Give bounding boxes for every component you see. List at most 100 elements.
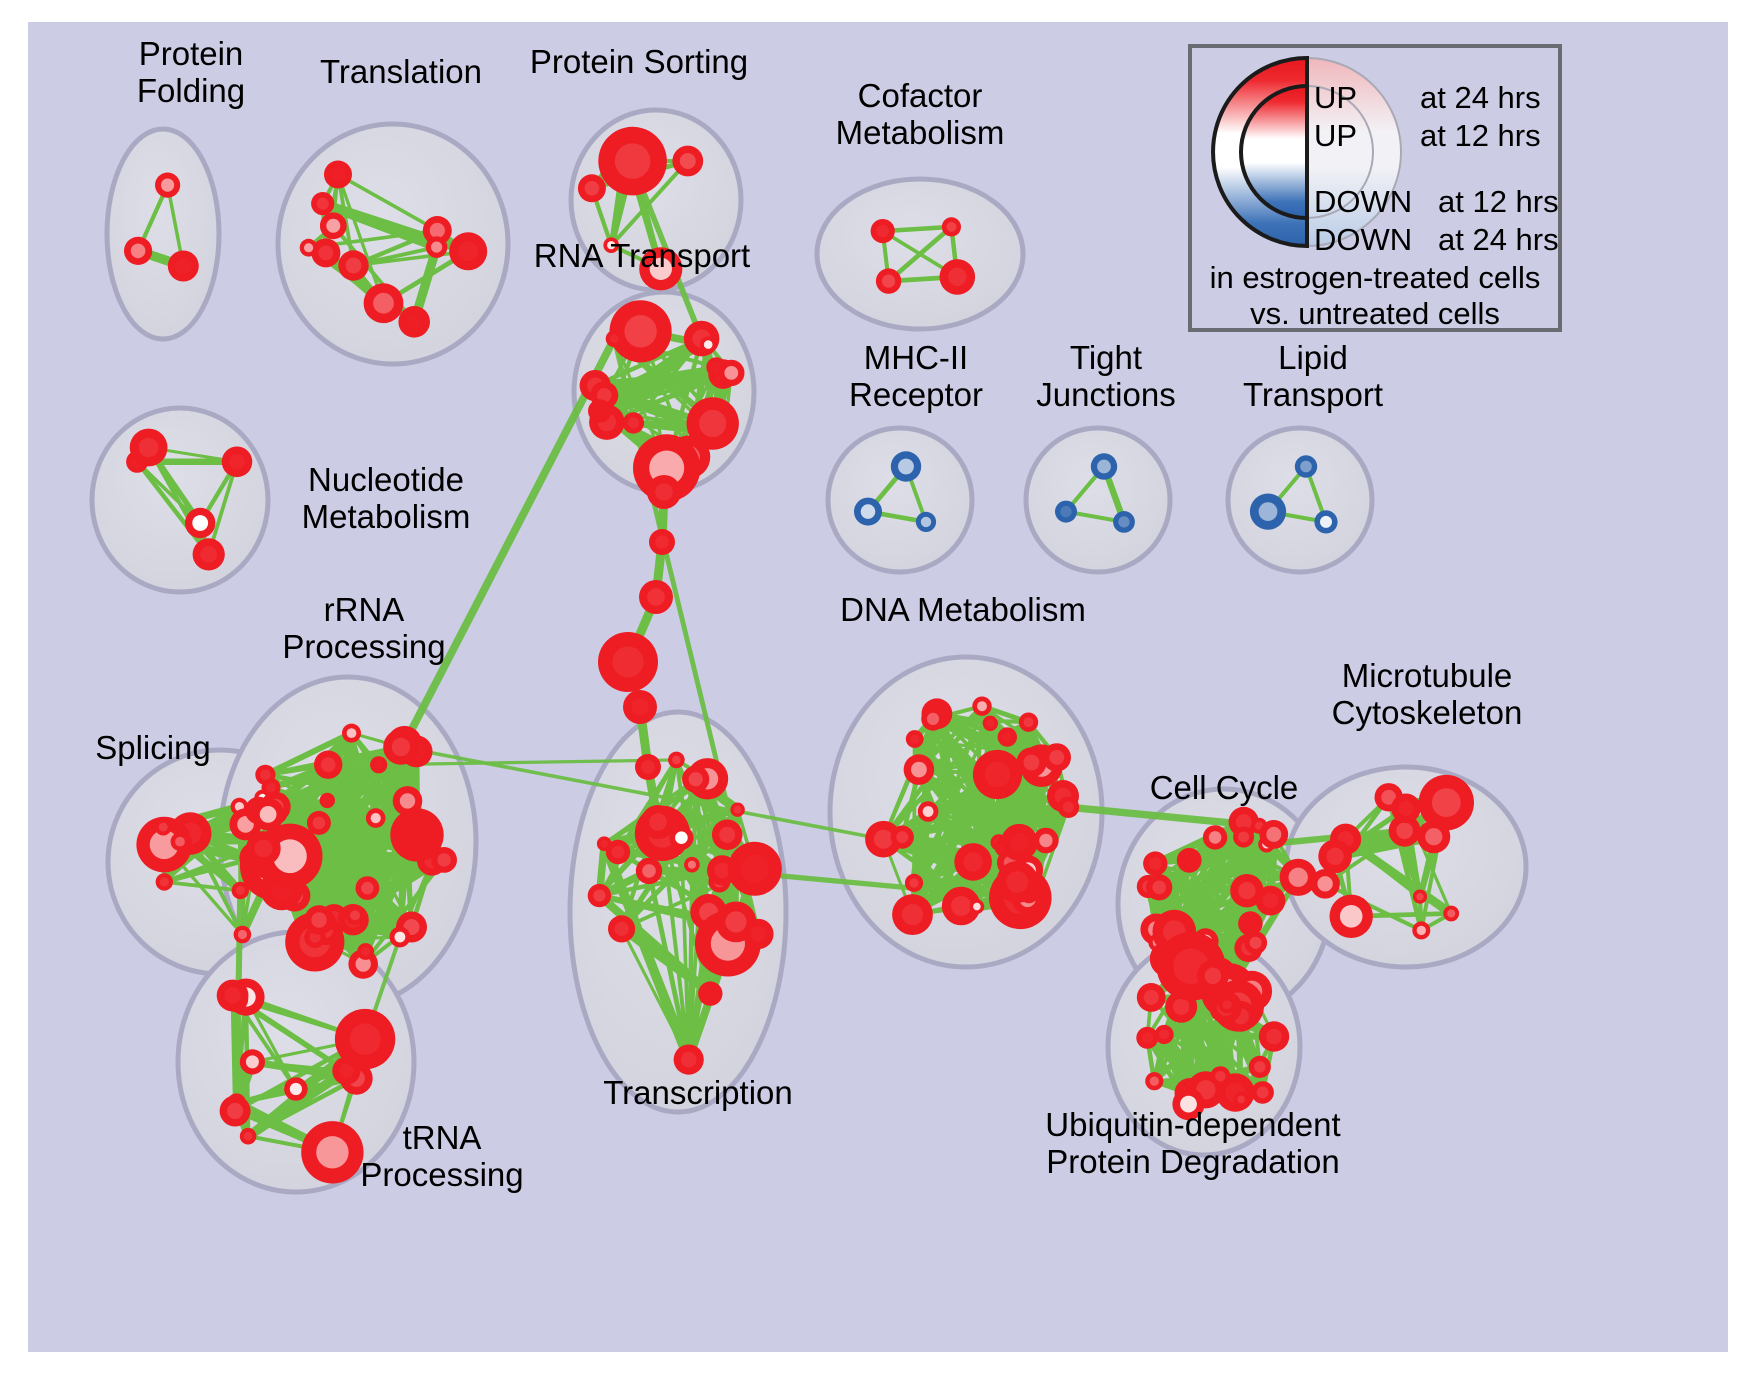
- network-node: [982, 715, 998, 731]
- node-inner-disc-12hrs: [1222, 1000, 1232, 1010]
- node-inner-disc-12hrs: [1237, 1095, 1245, 1104]
- network-node: [854, 497, 882, 526]
- network-node: [129, 428, 168, 467]
- node-inner-disc-12hrs: [898, 458, 914, 475]
- network-edge: [604, 336, 704, 425]
- node-inner-disc-12hrs: [911, 761, 927, 778]
- node-inner-disc-12hrs: [1009, 832, 1029, 853]
- network-node: [357, 943, 374, 960]
- network-node: [239, 1127, 257, 1145]
- network-node: [338, 250, 369, 281]
- node-inner-disc-12hrs: [612, 646, 644, 678]
- network-node: [669, 825, 694, 850]
- node-inner-disc-12hrs: [672, 755, 681, 765]
- network-node: [1412, 889, 1428, 904]
- node-inner-disc-12hrs: [1002, 732, 1013, 743]
- node-inner-disc-12hrs: [876, 224, 889, 238]
- network-edge: [331, 816, 378, 922]
- node-inner-disc-12hrs: [243, 1131, 253, 1141]
- network-node: [1388, 814, 1421, 847]
- node-inner-disc-12hrs: [326, 218, 341, 233]
- node-inner-disc-12hrs: [977, 701, 987, 712]
- node-inner-disc-12hrs: [1416, 925, 1427, 936]
- node-inner-disc-12hrs: [703, 340, 713, 349]
- legend-state-1: UP: [1314, 118, 1358, 153]
- node-inner-disc-12hrs: [1416, 892, 1424, 901]
- node-inner-disc-12hrs: [1339, 905, 1363, 928]
- network-svg: [89, 107, 1529, 1195]
- network-node: [649, 529, 675, 555]
- network-node: [355, 876, 380, 900]
- network-edge: [1157, 875, 1301, 890]
- network-node: [1238, 911, 1263, 936]
- network-node: [890, 451, 922, 482]
- network-node: [623, 690, 657, 724]
- network-node: [972, 696, 992, 716]
- node-inner-disc-12hrs: [1254, 1061, 1266, 1073]
- network-node: [969, 899, 985, 914]
- network-edge: [1157, 832, 1276, 890]
- node-inner-disc-12hrs: [391, 737, 411, 757]
- node-inner-disc-12hrs: [320, 757, 336, 773]
- network-node: [1314, 510, 1338, 534]
- legend-time-3: at 24 hrs: [1438, 222, 1559, 257]
- node-inner-disc-12hrs: [642, 864, 656, 878]
- node-inner-disc-12hrs: [159, 877, 169, 887]
- node-inner-disc-12hrs: [1062, 801, 1074, 813]
- cluster-label-transcription: Transcription: [603, 1074, 793, 1111]
- network-node: [311, 238, 341, 268]
- network-node: [299, 238, 318, 257]
- node-inner-disc-12hrs: [714, 862, 731, 879]
- legend-state-0: UP: [1314, 80, 1358, 115]
- network-node: [449, 232, 488, 271]
- node-inner-disc-12hrs: [175, 257, 192, 275]
- network-node: [588, 399, 612, 423]
- node-inner-disc-12hrs: [1143, 989, 1159, 1005]
- node-inner-disc-12hrs: [1208, 831, 1222, 844]
- node-inner-disc-12hrs: [311, 912, 327, 928]
- node-inner-disc-12hrs: [740, 854, 769, 883]
- node-inner-disc-12hrs: [227, 1102, 244, 1120]
- network-node: [598, 632, 658, 692]
- node-inner-disc-12hrs: [373, 292, 394, 314]
- network-node: [233, 925, 252, 944]
- network-node: [727, 841, 782, 896]
- node-inner-disc-12hrs: [431, 241, 443, 253]
- node-inner-disc-12hrs: [1039, 833, 1053, 848]
- network-node: [941, 217, 962, 237]
- node-inner-disc-12hrs: [655, 483, 673, 501]
- node-inner-disc-12hrs: [245, 1055, 259, 1069]
- node-inner-disc-12hrs: [1149, 1076, 1160, 1086]
- network-node: [682, 765, 710, 793]
- node-inner-disc-12hrs: [631, 698, 649, 716]
- node-inner-disc-12hrs: [1006, 871, 1029, 893]
- network-node: [1279, 858, 1317, 896]
- network-node: [609, 300, 672, 363]
- node-inner-disc-12hrs: [339, 1063, 354, 1079]
- node-inner-disc-12hrs: [316, 197, 329, 210]
- node-inner-disc-12hrs: [1215, 1071, 1226, 1082]
- node-inner-disc-12hrs: [1266, 826, 1282, 842]
- node-inner-disc-12hrs: [1238, 831, 1250, 843]
- node-inner-disc-12hrs: [1425, 828, 1443, 846]
- network-edge: [206, 459, 239, 557]
- node-inner-disc-12hrs: [1266, 1028, 1282, 1045]
- cluster-label-tight-junctions: Tight Junctions: [1036, 339, 1176, 413]
- network-node: [954, 843, 992, 881]
- node-inner-disc-12hrs: [1180, 1095, 1197, 1113]
- node-inner-disc-12hrs: [699, 409, 727, 438]
- network-node: [1251, 1081, 1274, 1104]
- node-inner-disc-12hrs: [312, 816, 326, 830]
- node-inner-disc-12hrs: [229, 453, 245, 470]
- node-inner-disc-12hrs: [922, 806, 934, 817]
- network-node: [1146, 874, 1173, 901]
- node-inner-disc-12hrs: [1262, 892, 1279, 909]
- network-node: [319, 212, 347, 240]
- network-node: [1443, 905, 1460, 922]
- node-inner-disc-12hrs: [1256, 1086, 1269, 1099]
- node-inner-disc-12hrs: [584, 181, 600, 196]
- network-node: [1417, 820, 1451, 854]
- node-inner-disc-12hrs: [1148, 857, 1162, 870]
- cluster-label-microtubule-cytoskeleton: Microtubule Cytoskeleton: [1331, 657, 1523, 731]
